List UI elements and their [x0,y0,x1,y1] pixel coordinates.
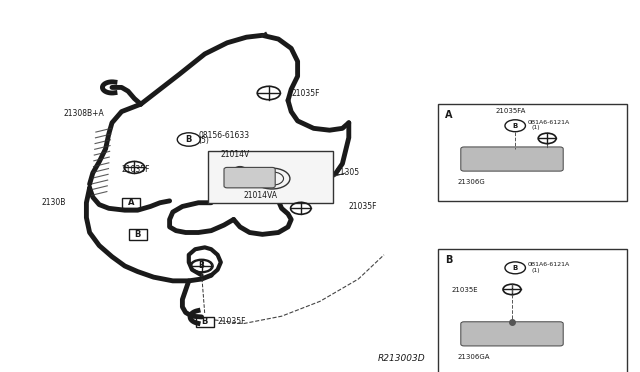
Text: B: B [199,262,204,270]
Text: 21014VA: 21014VA [243,191,277,200]
Text: B: B [186,135,192,144]
Text: (1): (1) [531,268,540,273]
Text: 21035F: 21035F [349,202,378,211]
Text: 21014V: 21014V [221,150,250,159]
Text: B: B [513,265,518,271]
Text: 2130B: 2130B [42,198,66,207]
Text: B: B [513,123,518,129]
Text: 08156-61633: 08156-61633 [198,131,250,140]
Text: 21035E: 21035E [451,287,478,293]
Text: R213003D: R213003D [378,355,425,363]
Text: 0B1A6-6121A: 0B1A6-6121A [528,262,570,267]
Text: 21035F: 21035F [122,165,150,174]
Text: 21305: 21305 [336,169,360,177]
FancyBboxPatch shape [461,147,563,171]
Text: A: A [445,110,452,120]
Text: (1): (1) [531,125,540,131]
Text: 21035FA: 21035FA [496,109,526,115]
Text: A: A [128,198,134,207]
Ellipse shape [232,167,248,179]
Text: 21308B+A: 21308B+A [64,109,105,118]
Text: B: B [134,230,141,239]
Text: B: B [202,317,208,326]
Text: 21035F: 21035F [291,89,320,97]
Text: 21035F: 21035F [218,317,246,326]
Text: (5): (5) [198,136,209,145]
Text: B: B [445,255,452,265]
FancyBboxPatch shape [461,322,563,346]
Text: 21306GA: 21306GA [458,354,490,360]
Text: 21306G: 21306G [458,179,485,185]
FancyBboxPatch shape [224,167,275,188]
Text: 0B1A6-6121A: 0B1A6-6121A [528,119,570,125]
FancyBboxPatch shape [208,151,333,203]
